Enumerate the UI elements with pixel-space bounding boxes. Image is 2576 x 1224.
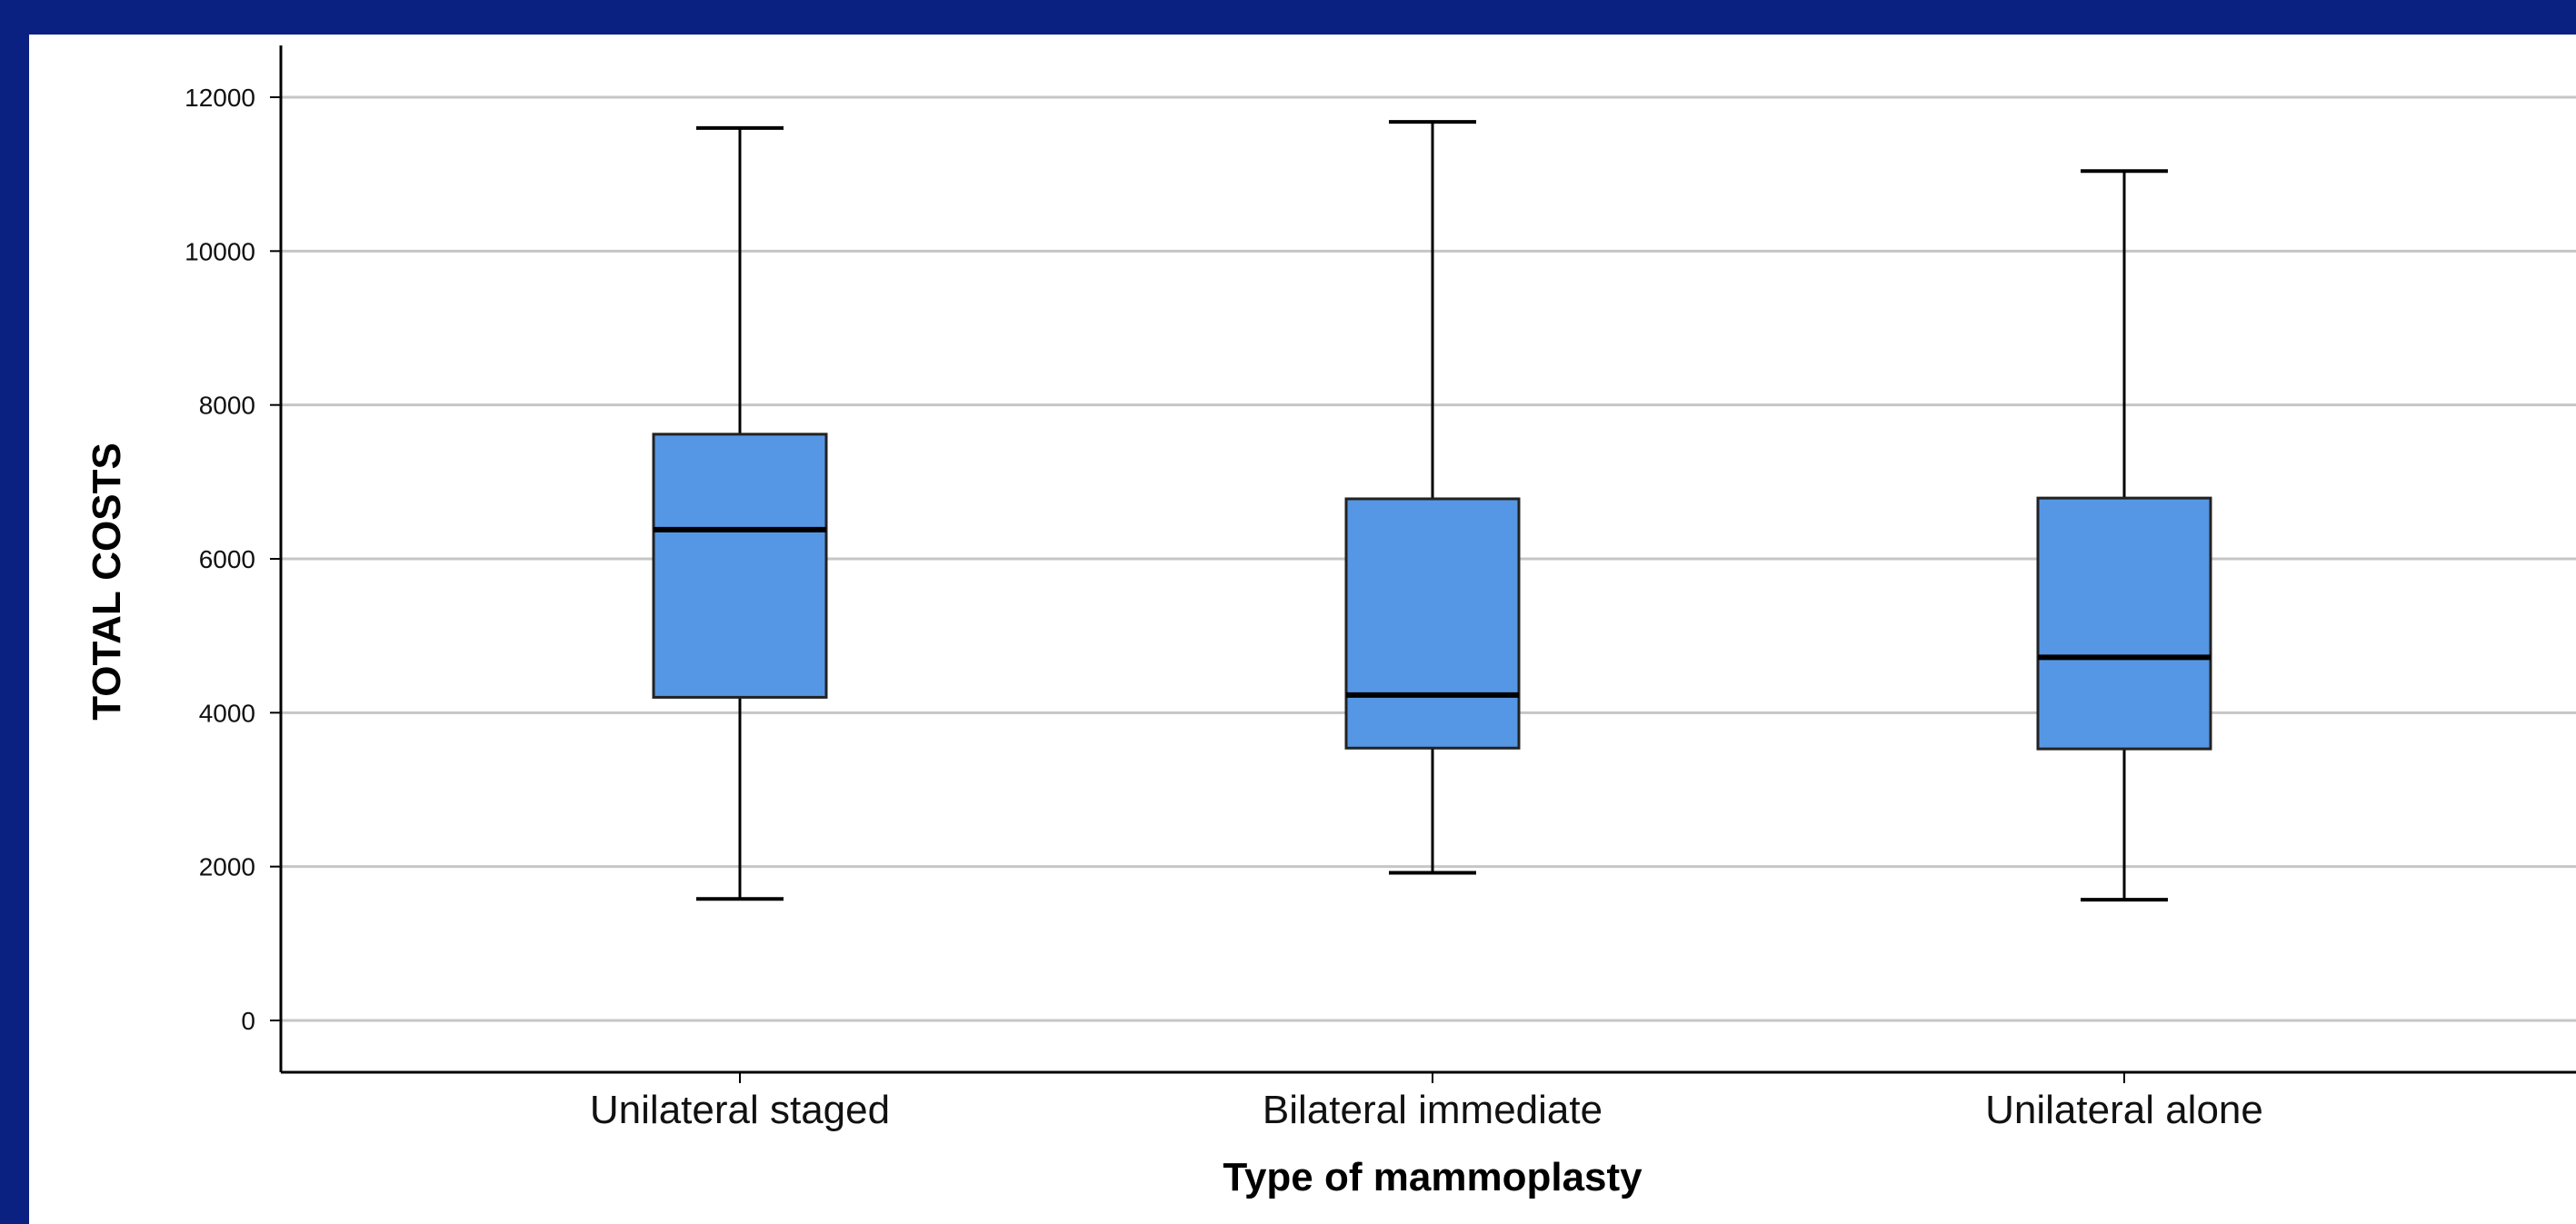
y-tick-label: 0: [241, 1007, 255, 1035]
iqr-box: [2036, 496, 2212, 751]
x-axis-ticks: Unilateral staged Bilateral immediate Unil…: [590, 1072, 2263, 1132]
box-group: [2036, 169, 2212, 902]
y-tick-label: 8000: [199, 392, 255, 420]
y-tick-label: 10000: [185, 237, 255, 265]
iqr-box: [652, 433, 828, 699]
x-axis-label: Type of mammoplasty: [1223, 1155, 1642, 1199]
x-tick-label: Unilateral staged: [590, 1088, 890, 1132]
iqr-box: [1344, 497, 1521, 750]
y-tick-label: 6000: [199, 545, 255, 573]
boxes: [652, 120, 2212, 902]
y-tick-label: 12000: [185, 84, 255, 112]
box-plot: 0 2000 4000 6000 8000 10000 12000 Unilateral s…: [85, 45, 2576, 1199]
box-group: [652, 125, 828, 901]
x-tick-label: Bilateral immediate: [1263, 1088, 1603, 1132]
y-tick-label: 2000: [199, 853, 255, 881]
box-group: [1344, 120, 1521, 875]
y-axis-label: TOTAL COSTS: [85, 443, 129, 721]
x-tick-label: Unilateral alone: [1985, 1088, 2263, 1132]
y-tick-label: 4000: [199, 699, 255, 727]
y-axis-ticks: 0 2000 4000 6000 8000 10000 12000: [185, 84, 281, 1035]
chart-panel: 0 2000 4000 6000 8000 10000 12000 Unilateral s…: [29, 35, 2576, 1224]
